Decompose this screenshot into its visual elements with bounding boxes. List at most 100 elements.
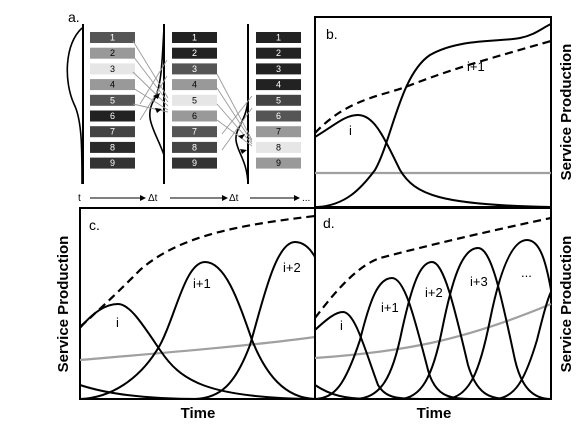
panel-c-curve-i (79, 302, 316, 400)
block-label-1-6: 6 (110, 111, 115, 121)
panel-d-curve-i (314, 310, 421, 400)
panel-c-label-i-plus-1: i+1 (193, 276, 211, 291)
blocks-column-2: 1 2 3 4 5 6 7 8 9 (172, 32, 217, 169)
panel-b-total-dashed (314, 39, 552, 134)
block-label-1-4: 4 (110, 80, 115, 90)
block-1-7 (90, 126, 135, 138)
panel-d-frame (314, 207, 552, 400)
panel-d-total-dashed (314, 216, 552, 319)
block-label-3-6: 6 (276, 111, 281, 121)
block-3-6 (256, 110, 301, 122)
block-label-2-6: 6 (192, 111, 197, 121)
timeline-step-2: Δt (229, 193, 239, 204)
panel-c-label-i-plus-2: i+2 (283, 260, 301, 275)
block-1-5 (90, 94, 135, 106)
panel-b-label-i-plus-1: i+1 (467, 59, 485, 74)
block-2-3 (172, 63, 217, 75)
demand-curve-3 (235, 24, 249, 185)
block-3-1 (256, 32, 301, 43)
panel-c-label-i: i (116, 315, 119, 330)
block-2-2 (172, 47, 217, 59)
panel-b-label-i: i (349, 123, 352, 138)
panel-d-baseline (314, 302, 552, 360)
block-3-3 (256, 63, 301, 75)
panel-d-label-i-plus-3: i+3 (470, 274, 488, 289)
timeline-t-label: t (78, 193, 81, 204)
block-1-4 (90, 79, 135, 91)
panel-d-curve-prev (314, 384, 371, 400)
block-label-3-9: 9 (276, 158, 281, 168)
y-axis-title-bottom-left: Service Production (55, 236, 72, 373)
block-2-8 (172, 141, 217, 153)
block-label-3-5: 5 (276, 95, 281, 105)
timeline-arrowhead-3 (294, 195, 300, 201)
blocks-column-1: 1 2 3 4 5 6 7 8 9 (90, 32, 135, 169)
panel-d: d. i i+1 i+2 i+3 ... (314, 207, 552, 400)
y-axis-title-bottom-right: Service Production (558, 236, 575, 373)
panel-a-dividers (66, 24, 249, 185)
block-2-5 (172, 94, 217, 106)
block-label-1-3: 3 (110, 64, 115, 74)
panel-a-timeline: t Δt Δt ... (78, 193, 310, 204)
panel-b: b. i i+1 (314, 16, 552, 208)
block-label-1-9: 9 (110, 158, 115, 168)
block-label-2-9: 9 (192, 158, 197, 168)
demand-curve-1 (66, 27, 83, 185)
panel-d-label-ellipsis: ... (521, 265, 532, 280)
transfer-arrows (132, 40, 253, 151)
timeline-step-1: Δt (148, 193, 158, 204)
block-label-2-5: 5 (192, 95, 197, 105)
panel-c-curve-tail (79, 384, 201, 400)
block-label-3-4: 4 (276, 80, 281, 90)
block-label-1-8: 8 (110, 142, 115, 152)
block-3-4 (256, 79, 301, 91)
demand-curve-2 (149, 27, 165, 184)
block-2-6 (172, 110, 217, 122)
block-1-9 (90, 157, 135, 169)
block-3-7 (256, 126, 301, 138)
block-label-3-3: 3 (276, 64, 281, 74)
panel-a: a. 1 2 3 4 5 6 7 8 9 1 2 3 4 5 6 7 8 9 1 2 3 4 5 6 7 8 9 (66, 9, 310, 204)
panel-c-curve-i-plus-2 (194, 240, 316, 400)
panel-c-baseline (79, 335, 316, 362)
block-1-1 (90, 32, 135, 43)
panel-c-letter: c. (89, 217, 100, 233)
panel-d-label-i-plus-2: i+2 (425, 285, 443, 300)
panel-b-curve-i (314, 113, 552, 208)
panel-d-label-i-plus-1: i+1 (381, 300, 399, 315)
block-2-1 (172, 32, 217, 43)
block-label-1-2: 2 (110, 48, 115, 58)
block-label-2-3: 3 (192, 64, 197, 74)
block-label-1-1: 1 (110, 33, 115, 43)
block-label-2-2: 2 (192, 48, 197, 58)
block-label-2-4: 4 (192, 80, 197, 90)
block-1-3 (90, 63, 135, 75)
blocks-column-3: 1 2 3 4 5 6 7 8 9 (256, 32, 301, 169)
block-label-3-8: 8 (276, 142, 281, 152)
block-label-2-1: 1 (192, 33, 197, 43)
block-3-2 (256, 47, 301, 59)
block-3-9 (256, 157, 301, 169)
panel-c-total-dashed (79, 214, 316, 328)
timeline-arrowhead-1 (140, 195, 146, 201)
panel-b-frame (314, 16, 552, 208)
arrow-heads (153, 93, 247, 154)
panel-c: c. i i+1 i+2 (79, 207, 316, 400)
block-label-3-7: 7 (276, 127, 281, 137)
x-axis-title-left: Time (181, 405, 216, 422)
block-3-8 (256, 141, 301, 153)
panel-d-label-i: i (340, 318, 343, 333)
panel-d-letter: d. (323, 215, 335, 231)
panel-b-curve-i-plus-1 (317, 23, 552, 208)
panel-d-curve-after (494, 291, 552, 400)
block-1-8 (90, 141, 135, 153)
panel-d-curve-next (444, 238, 552, 400)
block-label-2-8: 8 (192, 142, 197, 152)
block-label-1-5: 5 (110, 95, 115, 105)
block-1-6 (90, 110, 135, 122)
block-1-2 (90, 47, 135, 59)
block-label-1-7: 7 (110, 127, 115, 137)
block-3-5 (256, 94, 301, 106)
